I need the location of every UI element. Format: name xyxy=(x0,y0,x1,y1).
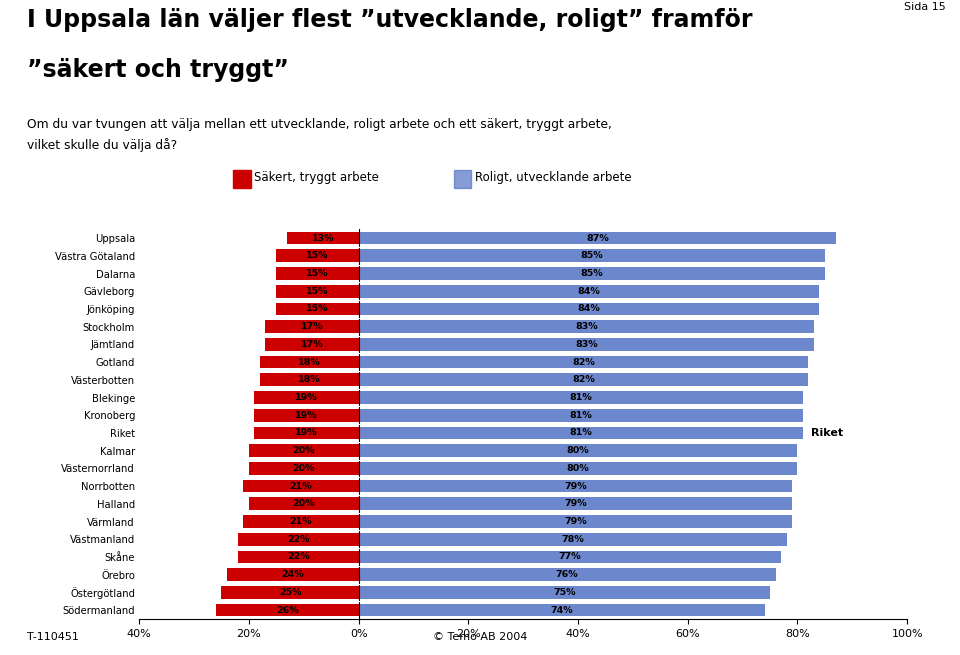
Text: 83%: 83% xyxy=(575,340,597,349)
Text: © Temo AB 2004: © Temo AB 2004 xyxy=(433,632,527,642)
Text: 80%: 80% xyxy=(566,464,589,473)
Text: 15%: 15% xyxy=(306,252,328,260)
Text: 18%: 18% xyxy=(298,358,321,367)
Bar xyxy=(359,285,820,297)
Bar xyxy=(359,356,808,369)
Bar xyxy=(265,338,359,351)
Text: 78%: 78% xyxy=(562,534,584,544)
Text: 22%: 22% xyxy=(287,552,309,561)
Text: 20%: 20% xyxy=(293,446,315,455)
Text: ”säkert och tryggt”: ”säkert och tryggt” xyxy=(27,58,289,82)
Bar xyxy=(233,170,251,187)
Text: 79%: 79% xyxy=(564,517,587,526)
Text: 21%: 21% xyxy=(290,517,312,526)
Text: 75%: 75% xyxy=(553,588,576,597)
Bar xyxy=(222,586,359,599)
Text: 15%: 15% xyxy=(306,269,328,278)
Bar xyxy=(359,232,836,244)
Text: 81%: 81% xyxy=(569,411,592,420)
Text: 13%: 13% xyxy=(312,234,334,242)
Text: 25%: 25% xyxy=(278,588,301,597)
Text: 22%: 22% xyxy=(287,534,309,544)
Bar xyxy=(244,479,359,493)
Text: 18%: 18% xyxy=(298,375,321,384)
Text: 26%: 26% xyxy=(276,606,299,614)
Bar xyxy=(238,533,359,546)
Bar xyxy=(359,426,803,440)
Text: 20%: 20% xyxy=(293,499,315,508)
Text: 79%: 79% xyxy=(564,481,587,491)
Text: 85%: 85% xyxy=(581,269,603,278)
Text: Sida 15: Sida 15 xyxy=(904,2,946,12)
Bar xyxy=(260,373,359,386)
Text: Riket: Riket xyxy=(811,428,843,438)
Text: 82%: 82% xyxy=(572,358,595,367)
Text: T-110451: T-110451 xyxy=(27,632,79,642)
Bar xyxy=(216,604,359,616)
Bar xyxy=(359,444,798,457)
Text: 84%: 84% xyxy=(578,287,600,296)
Text: 81%: 81% xyxy=(569,393,592,402)
Text: 74%: 74% xyxy=(550,606,573,614)
Bar xyxy=(249,462,359,475)
Bar xyxy=(276,250,359,262)
Bar xyxy=(359,533,786,546)
Bar xyxy=(249,444,359,457)
Text: Om du var tvungen att välja mellan ett utvecklande, roligt arbete och ett säkert: Om du var tvungen att välja mellan ett u… xyxy=(27,119,612,152)
Bar xyxy=(359,409,803,422)
Bar xyxy=(359,515,792,528)
Bar xyxy=(359,320,814,333)
Bar xyxy=(359,391,803,404)
Bar xyxy=(359,267,825,280)
Text: 81%: 81% xyxy=(569,428,592,438)
Bar xyxy=(359,303,820,315)
Text: 77%: 77% xyxy=(559,552,581,561)
Text: 76%: 76% xyxy=(556,571,578,579)
Text: 15%: 15% xyxy=(306,287,328,296)
Text: I Uppsala län väljer flest ”utvecklande, roligt” framför: I Uppsala län väljer flest ”utvecklande,… xyxy=(27,9,753,32)
Bar xyxy=(359,551,781,563)
Text: 80%: 80% xyxy=(566,446,589,455)
Bar xyxy=(359,569,776,581)
Bar xyxy=(359,604,764,616)
Bar xyxy=(359,338,814,351)
Text: 82%: 82% xyxy=(572,375,595,384)
Text: 85%: 85% xyxy=(581,252,603,260)
Text: 24%: 24% xyxy=(281,571,304,579)
Text: 15%: 15% xyxy=(306,305,328,314)
Bar xyxy=(244,515,359,528)
Bar xyxy=(260,356,359,369)
Text: 17%: 17% xyxy=(300,322,324,331)
Bar xyxy=(359,479,792,493)
Bar xyxy=(359,462,798,475)
Bar xyxy=(276,303,359,315)
Text: 79%: 79% xyxy=(564,499,587,508)
Text: Roligt, utvecklande arbete: Roligt, utvecklande arbete xyxy=(475,171,632,184)
Bar xyxy=(238,551,359,563)
Bar xyxy=(359,250,825,262)
Text: 19%: 19% xyxy=(296,411,318,420)
Bar xyxy=(359,497,792,510)
Bar xyxy=(249,497,359,510)
Bar xyxy=(254,391,359,404)
Text: 83%: 83% xyxy=(575,322,597,331)
Text: 87%: 87% xyxy=(586,234,609,242)
Bar xyxy=(454,170,471,187)
Bar xyxy=(265,320,359,333)
Text: 19%: 19% xyxy=(296,393,318,402)
Text: 17%: 17% xyxy=(300,340,324,349)
Text: 19%: 19% xyxy=(296,428,318,438)
Bar xyxy=(287,232,359,244)
Bar xyxy=(254,426,359,440)
Bar xyxy=(254,409,359,422)
Text: 21%: 21% xyxy=(290,481,312,491)
Bar xyxy=(276,267,359,280)
Bar xyxy=(359,373,808,386)
Bar xyxy=(276,285,359,297)
Text: 84%: 84% xyxy=(578,305,600,314)
Text: 20%: 20% xyxy=(293,464,315,473)
Text: Säkert, tryggt arbete: Säkert, tryggt arbete xyxy=(254,171,379,184)
Bar xyxy=(227,569,359,581)
Bar xyxy=(359,586,770,599)
